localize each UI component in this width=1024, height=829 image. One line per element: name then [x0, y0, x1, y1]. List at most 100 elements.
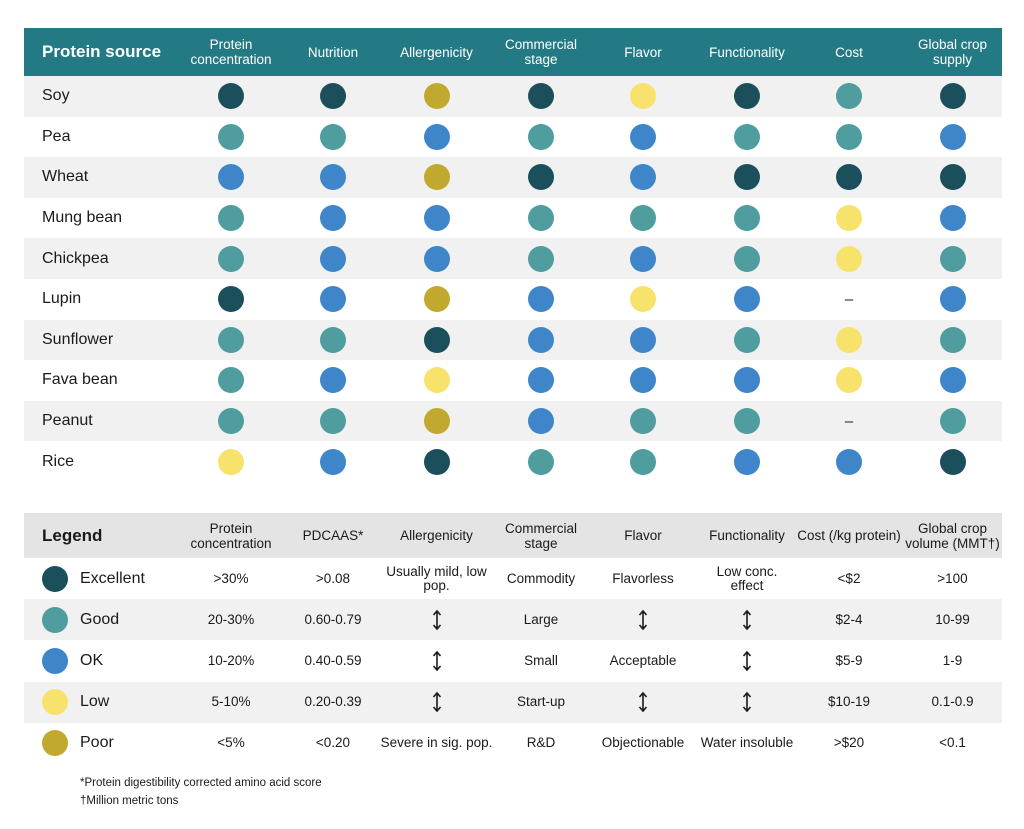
legend-level: Low — [24, 689, 174, 716]
legend-level: OK — [24, 647, 174, 674]
legend-body: Excellent >30% >0.08 Usually mild, low pop.… — [24, 558, 1002, 764]
rating-dot-excellent — [836, 164, 862, 191]
rating-cell-nutrition — [288, 238, 378, 279]
rating-dot-good — [836, 83, 862, 110]
legend-cell-pdcaas: >0.08 — [315, 570, 351, 586]
rating-dot-good — [320, 123, 346, 150]
protein-row-wheat: Wheat — [24, 157, 1002, 198]
legend-cell-allergenicity — [378, 599, 495, 640]
legend-col-pdcaas: PDCAAS* — [302, 528, 364, 543]
rating-dot-poor — [423, 164, 450, 191]
rating-cell-functionality — [699, 238, 795, 279]
rating-cell-functionality — [699, 279, 795, 320]
col-header-protein-concentration: Protein concentration — [190, 37, 272, 67]
rating-cell-flavor — [587, 401, 699, 442]
legend-level: Good — [24, 606, 174, 633]
rating-cell-flavor — [587, 198, 699, 239]
rating-dot-good — [734, 326, 760, 353]
rating-dot-good — [320, 326, 346, 353]
rating-cell-nutrition — [288, 441, 378, 482]
up-down-arrow-icon — [742, 650, 752, 672]
rating-dot-excellent — [320, 83, 346, 110]
rating-dot-ok — [630, 164, 656, 191]
rating-dot-low — [630, 286, 656, 313]
rating-cell-commercial-stage — [495, 320, 587, 361]
legend-table: Legend Protein concentration PDCAAS* All… — [24, 513, 1002, 764]
legend-cell-pdcaas: 0.20-0.39 — [304, 694, 362, 710]
legend-row-good: Good 20-30% 0.60-0.79 Large $2-4 10-99 — [24, 599, 1002, 641]
footnote-pdcaas: *Protein digestibility corrected amino a… — [80, 777, 322, 789]
protein-source-name: Mung bean — [42, 209, 123, 227]
rating-dot-good — [734, 205, 760, 232]
rating-dot-ok — [320, 367, 346, 394]
protein-source-name: Pea — [42, 127, 71, 145]
rating-dot-ok — [630, 326, 656, 353]
no-rating-dash: – — [844, 412, 854, 430]
rating-cell-flavor — [587, 441, 699, 482]
protein-source-name: Peanut — [42, 412, 93, 430]
rating-dot-ok — [218, 164, 244, 191]
rating-cell-allergenicity — [378, 320, 495, 361]
rating-cell-commercial-stage — [495, 157, 587, 198]
protein-source-name: Chickpea — [42, 249, 109, 267]
rating-dot-good — [630, 205, 656, 232]
rating-dot-good — [734, 123, 760, 150]
rating-cell-nutrition — [288, 198, 378, 239]
up-down-arrow-icon — [742, 691, 752, 713]
rating-cell-global-crop-supply — [903, 279, 1002, 320]
rating-dot-good — [218, 408, 244, 435]
up-down-arrow-icon — [742, 609, 752, 631]
rating-dot-ok — [939, 123, 966, 150]
rating-cell-global-crop-supply — [903, 76, 1002, 117]
rating-cell-protein-concentration — [174, 441, 288, 482]
rating-cell-protein-concentration — [174, 279, 288, 320]
legend-level: Excellent — [24, 565, 174, 592]
rating-cell-flavor — [587, 238, 699, 279]
rating-cell-cost — [795, 157, 903, 198]
legend-dot-good — [42, 606, 68, 633]
rating-cell-nutrition — [288, 401, 378, 442]
legend-dot-low — [42, 689, 68, 716]
rating-dot-good — [939, 245, 966, 272]
protein-row-chickpea: Chickpea — [24, 238, 1002, 279]
rating-dot-ok — [320, 448, 346, 475]
rating-dot-good — [734, 245, 760, 272]
rating-dot-ok — [734, 286, 760, 313]
legend-cell-global-crop-volume: >100 — [937, 570, 968, 586]
no-rating-dash: – — [844, 290, 854, 308]
rating-dot-ok — [939, 286, 966, 313]
col-header-cost: Cost — [835, 44, 863, 60]
rating-cell-allergenicity — [378, 360, 495, 401]
legend-col-flavor: Flavor — [624, 528, 662, 543]
rating-dot-good — [218, 245, 244, 272]
rating-dot-low — [423, 367, 450, 394]
rating-cell-allergenicity — [378, 401, 495, 442]
rating-dot-good — [528, 205, 554, 232]
rating-cell-cost — [795, 360, 903, 401]
rating-dot-excellent — [734, 83, 760, 110]
col-header-allergenicity: Allergenicity — [400, 44, 473, 60]
legend-cell-pdcaas: 0.40-0.59 — [304, 652, 362, 668]
rating-cell-commercial-stage — [495, 238, 587, 279]
rating-dot-ok — [528, 408, 554, 435]
rating-cell-cost — [795, 76, 903, 117]
rating-cell-flavor — [587, 157, 699, 198]
rating-cell-commercial-stage — [495, 441, 587, 482]
rating-dot-poor — [423, 286, 450, 313]
rating-dot-low — [836, 205, 862, 232]
rating-cell-protein-concentration — [174, 320, 288, 361]
protein-row-peanut: Peanut – — [24, 400, 1002, 442]
col-header-flavor: Flavor — [624, 44, 662, 60]
col-header-global-crop-supply: Global crop supply — [917, 37, 988, 67]
legend-level-label: OK — [80, 651, 104, 669]
rating-cell-flavor — [587, 360, 699, 401]
rating-dot-good — [836, 123, 862, 150]
rating-cell-protein-concentration — [174, 76, 288, 117]
rating-cell-cost: – — [795, 279, 903, 320]
legend-level-label: Good — [80, 610, 120, 628]
rating-dot-ok — [320, 245, 346, 272]
rating-dot-ok — [939, 205, 966, 232]
rating-dot-good — [528, 245, 554, 272]
rating-cell-allergenicity — [378, 157, 495, 198]
rating-dot-ok — [734, 367, 760, 394]
